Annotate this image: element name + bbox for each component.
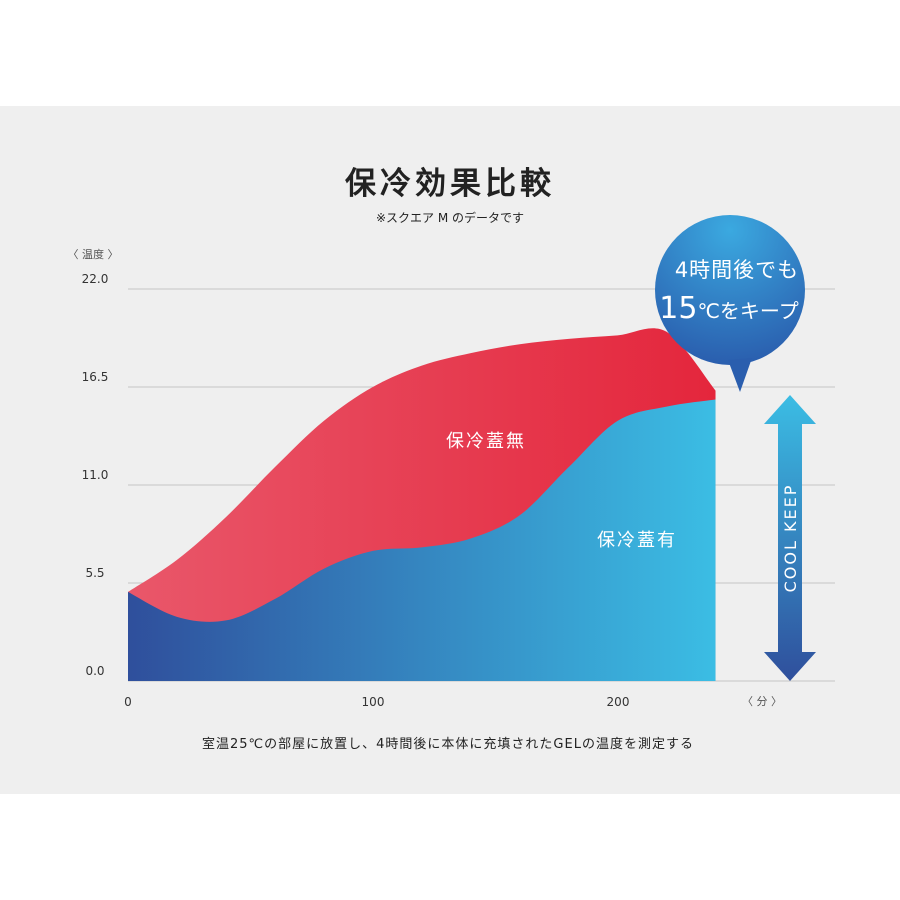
y-axis-label: 〈 温度 〉 bbox=[68, 247, 119, 261]
callout-bubble: 4時間後でも 15℃をキープ bbox=[655, 215, 805, 392]
x-axis-label: 〈 分 〉 bbox=[742, 695, 782, 708]
bubble-line2-rest: ℃をキープ bbox=[697, 299, 798, 323]
double-arrow-icon bbox=[764, 395, 816, 681]
chart-subtitle: ※スクエア M のデータです bbox=[376, 210, 524, 225]
bubble-line2: 15℃をキープ bbox=[659, 291, 798, 326]
series-area-with-lid bbox=[128, 399, 716, 681]
series-label-no-lid: 保冷蓋無 bbox=[446, 431, 526, 452]
series-label-with-lid: 保冷蓋有 bbox=[597, 530, 677, 551]
y-tick-label: 0.0 bbox=[85, 664, 104, 678]
chart-title: 保冷効果比較 bbox=[345, 166, 555, 202]
footer-note: 室温25℃の部屋に放置し、4時間後に本体に充填されたGELの温度を測定する bbox=[202, 736, 694, 752]
y-tick-label: 16.5 bbox=[82, 370, 109, 384]
bubble-line1: 4時間後でも bbox=[675, 258, 799, 282]
x-tick-label: 0 bbox=[124, 695, 132, 709]
cool-keep-label: COOL KEEP bbox=[781, 484, 800, 593]
y-tick-label: 11.0 bbox=[82, 468, 109, 482]
x-tick-labels: 0 100 200 bbox=[124, 695, 629, 709]
bubble-circle bbox=[655, 215, 805, 365]
y-tick-labels: 22.0 16.5 11.0 5.5 0.0 bbox=[82, 272, 109, 678]
bubble-number: 15 bbox=[659, 291, 697, 326]
y-tick-label: 22.0 bbox=[82, 272, 109, 286]
cool-keep-arrow: COOL KEEP bbox=[764, 395, 816, 681]
y-tick-label: 5.5 bbox=[85, 566, 104, 580]
x-tick-label: 200 bbox=[607, 695, 630, 709]
bubble-pointer bbox=[728, 358, 752, 392]
x-tick-label: 100 bbox=[362, 695, 385, 709]
